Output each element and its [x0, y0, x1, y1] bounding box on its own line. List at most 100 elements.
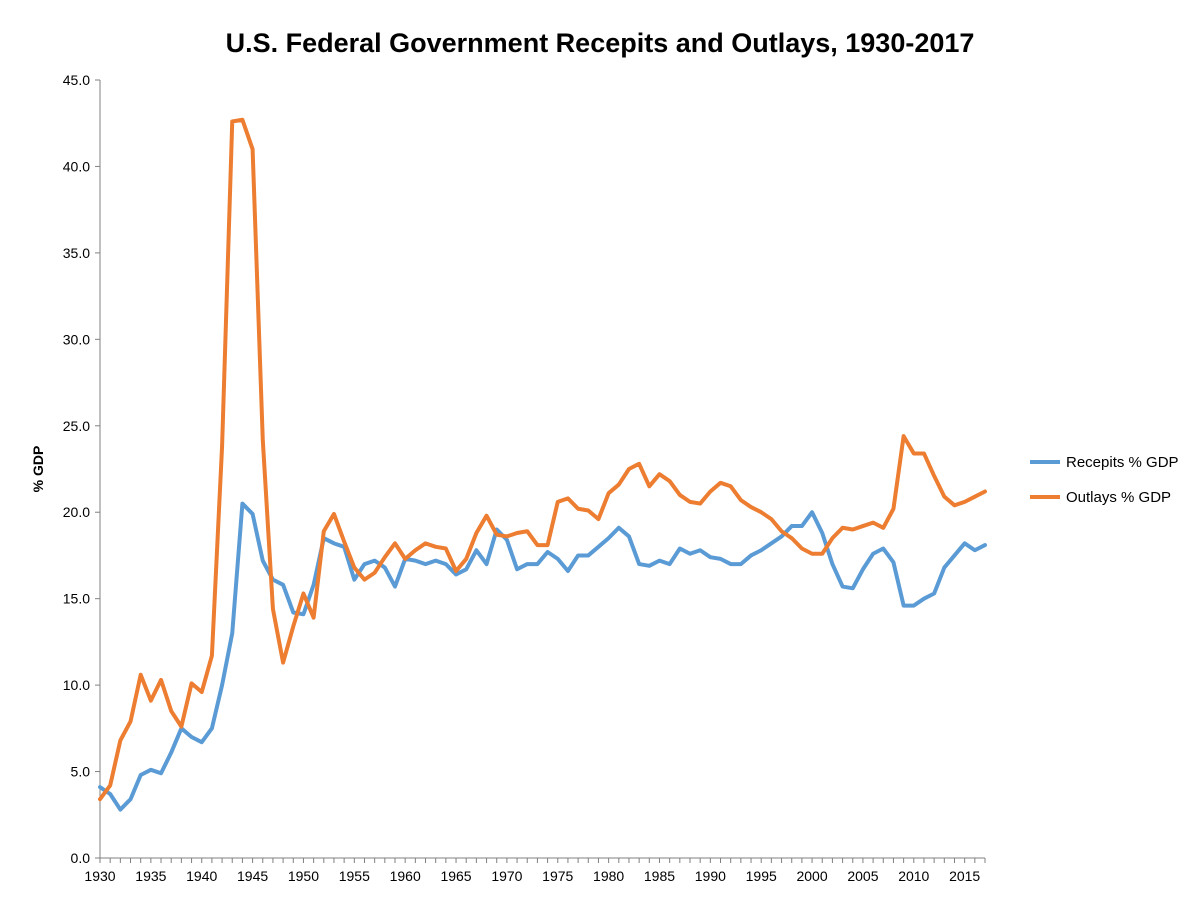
data-point: [190, 735, 194, 739]
data-point: [474, 548, 478, 552]
legend-label: Recepits % GDP: [1066, 454, 1179, 471]
y-tick-label: 5.0: [71, 764, 91, 780]
data-point: [932, 474, 936, 478]
y-tick-label: 25.0: [63, 418, 90, 434]
data-point: [942, 495, 946, 499]
data-point: [129, 719, 133, 723]
data-point: [668, 562, 672, 566]
data-point: [424, 562, 428, 566]
data-point: [739, 498, 743, 502]
data-point: [474, 531, 478, 535]
data-point: [871, 552, 875, 556]
data-point: [698, 502, 702, 506]
legend-label: Outlays % GDP: [1066, 489, 1171, 506]
data-point: [312, 583, 316, 587]
data-point: [769, 517, 773, 521]
data-point: [149, 768, 153, 772]
x-tick-label: 1975: [542, 868, 573, 884]
data-point: [454, 569, 458, 573]
data-point: [688, 500, 692, 504]
x-tick-label: 1965: [440, 868, 471, 884]
data-point: [413, 548, 417, 552]
data-point: [251, 147, 255, 151]
data-point: [698, 548, 702, 552]
x-tick-label: 1970: [491, 868, 522, 884]
data-point: [922, 597, 926, 601]
data-point: [657, 559, 661, 563]
y-tick-label: 40.0: [63, 158, 90, 174]
data-point: [688, 552, 692, 556]
data-point: [169, 751, 173, 755]
data-point: [637, 462, 641, 466]
data-point: [108, 783, 112, 787]
chart-title: U.S. Federal Government Recepits and Out…: [226, 28, 975, 58]
data-point: [159, 678, 163, 682]
data-point: [159, 771, 163, 775]
data-point: [505, 534, 509, 538]
data-point: [810, 510, 814, 514]
data-point: [891, 507, 895, 511]
data-point: [851, 528, 855, 532]
y-axis-label: % GDP: [30, 446, 46, 493]
y-tick-label: 10.0: [63, 677, 90, 693]
series-group: [98, 117, 987, 812]
y-axis: 0.0 5.0 10.0 15.0 20.0 25.0 30.0 35.0 40.0 45.0: [63, 72, 101, 866]
data-point: [729, 484, 733, 488]
data-point: [190, 681, 194, 685]
data-point: [291, 611, 295, 614]
data-point: [240, 502, 244, 506]
data-point: [332, 541, 336, 545]
data-point: [149, 699, 153, 703]
data-point: [912, 604, 916, 608]
data-point: [759, 510, 763, 514]
x-tick-label: 2010: [898, 868, 929, 884]
data-point: [607, 491, 611, 495]
y-tick-label: 30.0: [63, 331, 90, 347]
data-point: [952, 553, 956, 557]
data-point: [485, 562, 489, 566]
data-point: [444, 562, 448, 566]
data-point: [464, 567, 468, 571]
y-tick-label: 45.0: [63, 72, 90, 88]
data-point: [118, 808, 122, 812]
data-point: [312, 616, 316, 620]
data-point: [780, 534, 784, 538]
data-point: [607, 536, 611, 540]
data-point: [841, 526, 845, 530]
data-point: [139, 673, 143, 677]
data-point: [617, 526, 621, 530]
data-point: [393, 541, 397, 545]
data-point: [586, 553, 590, 557]
x-tick-label: 1995: [746, 868, 777, 884]
legend: Recepits % GDP Outlays % GDP: [1030, 454, 1179, 506]
data-point: [973, 548, 977, 552]
data-point: [556, 500, 560, 504]
data-point: [627, 534, 631, 538]
data-point: [362, 578, 366, 582]
data-point: [983, 543, 987, 547]
data-point: [210, 654, 214, 658]
data-point: [851, 586, 855, 590]
data-point: [566, 569, 570, 573]
data-point: [881, 547, 885, 551]
data-point: [393, 585, 397, 589]
data-point: [210, 726, 214, 730]
data-point: [464, 557, 468, 561]
data-point: [301, 612, 305, 616]
data-point: [230, 119, 234, 123]
data-point: [169, 709, 173, 713]
data-point: [576, 507, 580, 511]
data-point: [373, 571, 377, 575]
data-point: [240, 118, 244, 122]
data-point: [342, 540, 346, 544]
x-tick-label: 1960: [390, 868, 421, 884]
data-point: [424, 541, 428, 545]
data-point: [576, 553, 580, 557]
data-point: [668, 479, 672, 483]
data-point: [495, 533, 499, 537]
data-point: [291, 624, 295, 628]
data-point: [566, 496, 570, 500]
data-point: [881, 526, 885, 530]
data-point: [139, 773, 143, 777]
data-point: [586, 508, 590, 512]
